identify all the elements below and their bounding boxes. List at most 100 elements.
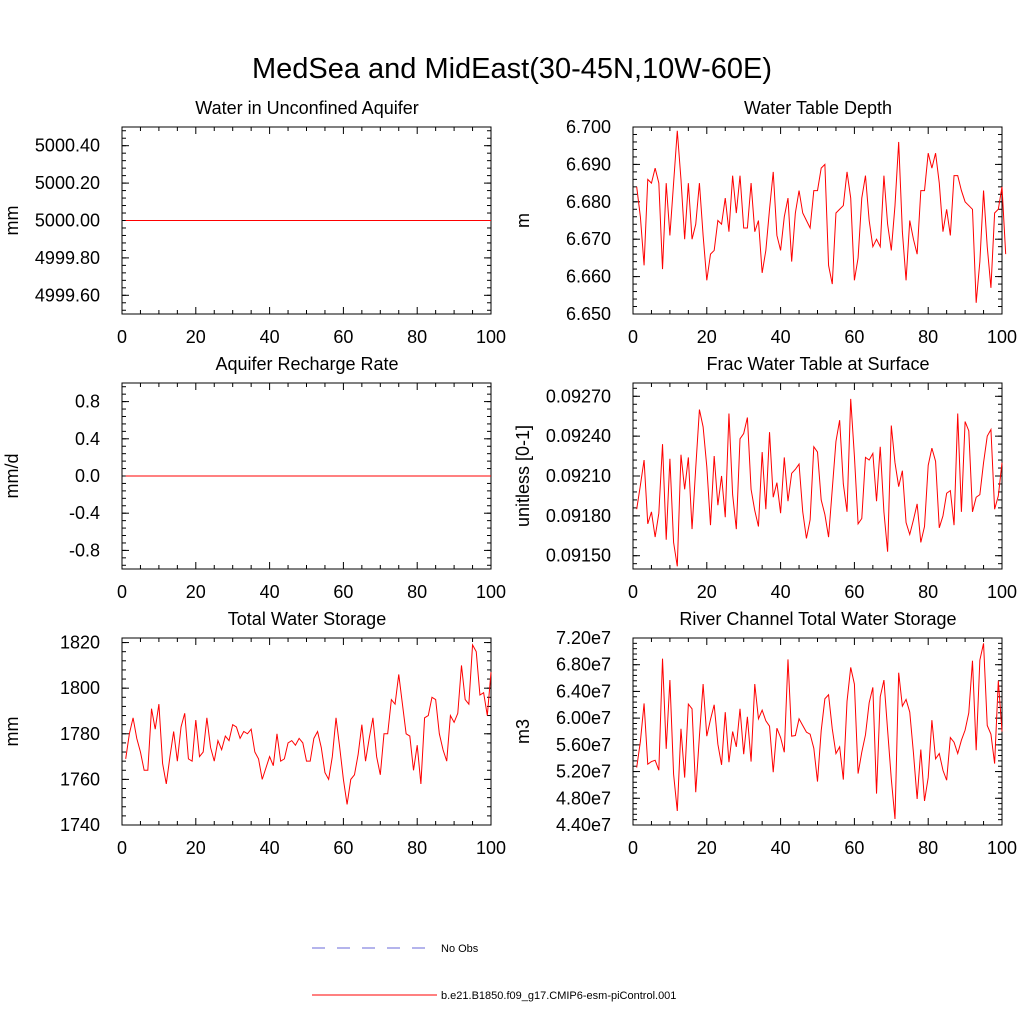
x-tick-label: 60 — [844, 838, 864, 858]
y-tick-label: 0.4 — [75, 429, 100, 449]
chart-panel-3: Aquifer Recharge Rate 0 20 40 60 80 100 -0.8 -0.… — [2, 354, 506, 602]
y-tick-label: 6.680 — [566, 192, 611, 212]
x-tick-label: 100 — [476, 327, 506, 347]
y-axis-label: mm — [2, 717, 22, 747]
y-tick-label: 1800 — [60, 678, 100, 698]
x-tick-label: 0 — [628, 838, 638, 858]
x-tick-label: 0 — [117, 327, 127, 347]
chart-panel-6: River Channel Total Water Storage 0 20 40 60… — [513, 609, 1017, 858]
plot-frame — [632, 126, 1003, 315]
x-tick-label: 60 — [333, 582, 353, 602]
panel-title: Aquifer Recharge Rate — [215, 354, 398, 374]
y-tick-label: 5.60e7 — [556, 735, 611, 755]
x-tick-label: 40 — [260, 838, 280, 858]
x-tick-label: 20 — [697, 582, 717, 602]
x-tick-label: 40 — [771, 327, 791, 347]
x-tick-label: 60 — [844, 327, 864, 347]
y-tick-label: 4.80e7 — [556, 788, 611, 808]
data-series-line — [636, 398, 1003, 567]
panel-title: Water in Unconfined Aquifer — [195, 98, 418, 118]
y-tick-label: 4.40e7 — [556, 815, 611, 835]
y-tick-label: 4999.60 — [35, 285, 100, 305]
chart-panel-2: Water Table Depth 0 20 40 60 80 100 6.650 6.660 6… — [513, 98, 1017, 347]
y-tick-label: 5.20e7 — [556, 762, 611, 782]
y-tick-label: -0.8 — [69, 540, 100, 560]
x-tick-label: 20 — [697, 838, 717, 858]
legend-item-obs: No Obs — [312, 943, 479, 955]
y-tick-label: 6.700 — [566, 117, 611, 137]
x-tick-label: 80 — [407, 327, 427, 347]
x-tick-label: 100 — [476, 582, 506, 602]
y-tick-label: 1780 — [60, 724, 100, 744]
y-tick-label: 6.690 — [566, 154, 611, 174]
x-tick-label: 0 — [628, 582, 638, 602]
legend-item-model: b.e21.B1850.f09_g17.CMIP6-esm-piControl.… — [312, 990, 676, 1002]
x-tick-label: 0 — [117, 582, 127, 602]
legend: No Obs b.e21.B1850.f09_g17.CMIP6-esm-piC… — [312, 943, 676, 1002]
y-tick-label: 0.09180 — [546, 506, 611, 526]
y-tick-label: 0.8 — [75, 392, 100, 412]
y-tick-label: 0.09240 — [546, 426, 611, 446]
y-axis-label: m3 — [513, 719, 533, 744]
panels: Water in Unconfined Aquifer 0 20 40 60 80 100 4… — [2, 98, 1017, 858]
chart-panel-4: Frac Water Table at Surface 0 20 40 60 80 100 0… — [513, 354, 1017, 602]
y-tick-label: 5000.20 — [35, 173, 100, 193]
y-axis-label: unitless [0-1] — [513, 425, 533, 527]
y-tick-label: 6.00e7 — [556, 708, 611, 728]
x-tick-label: 20 — [186, 838, 206, 858]
x-tick-label: 80 — [918, 838, 938, 858]
y-tick-label: 6.40e7 — [556, 681, 611, 701]
x-tick-label: 40 — [771, 838, 791, 858]
x-tick-label: 20 — [697, 327, 717, 347]
chart-panel-5: Total Water Storage 0 20 40 60 80 100 1740 1760 1… — [2, 609, 506, 858]
y-tick-label: 7.20e7 — [556, 628, 611, 648]
plot-frame — [121, 637, 492, 826]
y-tick-label: -0.4 — [69, 503, 100, 523]
panel-title: Water Table Depth — [744, 98, 892, 118]
y-tick-label: 1740 — [60, 815, 100, 835]
x-tick-label: 0 — [117, 838, 127, 858]
data-series-line — [125, 643, 492, 805]
x-tick-label: 80 — [918, 327, 938, 347]
panel-title: Total Water Storage — [228, 609, 386, 629]
x-tick-label: 80 — [407, 838, 427, 858]
legend-label-obs: No Obs — [441, 943, 479, 955]
y-tick-label: 0.09210 — [546, 466, 611, 486]
x-tick-label: 40 — [260, 327, 280, 347]
y-axis-label: m — [513, 213, 533, 228]
y-tick-label: 5000.00 — [35, 211, 100, 231]
y-tick-label: 0.09270 — [546, 386, 611, 406]
x-tick-label: 100 — [476, 838, 506, 858]
x-tick-label: 100 — [987, 838, 1017, 858]
y-tick-label: 1760 — [60, 769, 100, 789]
y-axis-label: mm — [2, 206, 22, 236]
x-tick-label: 80 — [407, 582, 427, 602]
x-tick-label: 100 — [987, 582, 1017, 602]
y-tick-label: 6.660 — [566, 267, 611, 287]
x-tick-label: 40 — [260, 582, 280, 602]
chart-panel-1: Water in Unconfined Aquifer 0 20 40 60 80 100 4… — [2, 98, 506, 347]
panel-title: River Channel Total Water Storage — [679, 609, 956, 629]
x-tick-label: 60 — [844, 582, 864, 602]
legend-label-model: b.e21.B1850.f09_g17.CMIP6-esm-piControl.… — [441, 990, 676, 1002]
y-tick-label: 0.09150 — [546, 546, 611, 566]
y-tick-label: 5000.40 — [35, 136, 100, 156]
x-tick-label: 60 — [333, 838, 353, 858]
x-tick-label: 60 — [333, 327, 353, 347]
figure-title: MedSea and MidEast(30-45N,10W-60E) — [252, 53, 772, 85]
x-tick-label: 100 — [987, 327, 1017, 347]
x-tick-label: 20 — [186, 327, 206, 347]
x-tick-label: 40 — [771, 582, 791, 602]
panel-title: Frac Water Table at Surface — [706, 354, 929, 374]
x-tick-label: 0 — [628, 327, 638, 347]
y-axis-label: mm/d — [2, 454, 22, 499]
plot-frame — [632, 382, 1003, 570]
data-series-line — [636, 130, 1007, 303]
data-series-line — [636, 643, 1003, 820]
plot-frame — [632, 637, 1003, 826]
x-tick-label: 80 — [918, 582, 938, 602]
y-tick-label: 6.650 — [566, 304, 611, 324]
y-tick-label: 6.80e7 — [556, 655, 611, 675]
y-tick-label: 6.670 — [566, 229, 611, 249]
y-tick-label: 4999.80 — [35, 248, 100, 268]
